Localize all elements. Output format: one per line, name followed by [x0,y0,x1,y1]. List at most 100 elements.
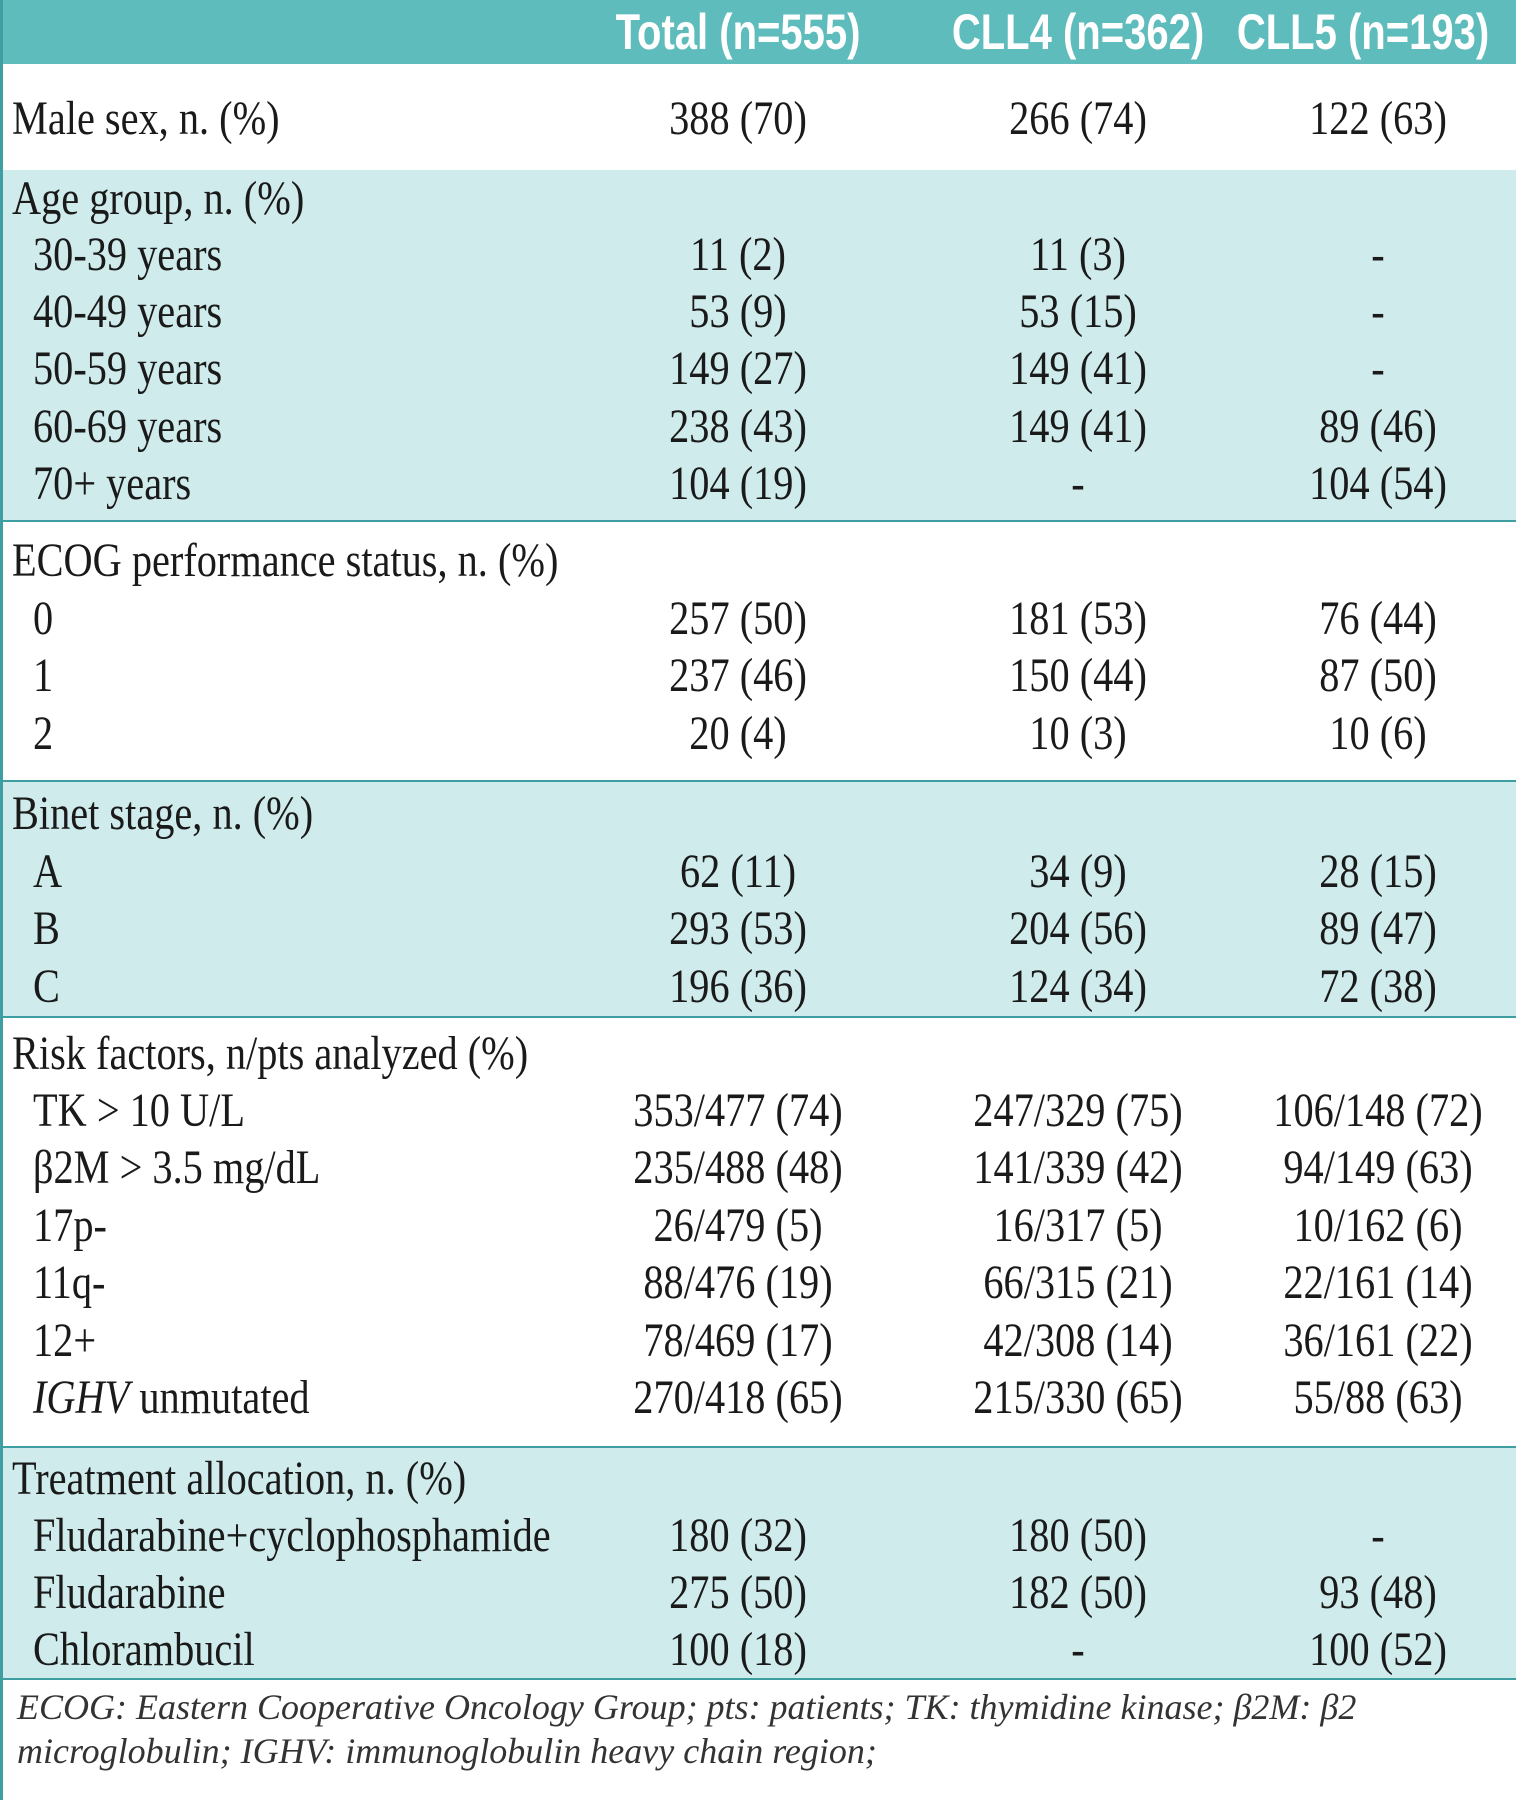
section-male-sex: Male sex, n. (%) 388 (70) 266 (74) 122 (… [3,64,1516,168]
cell-cll5: 89 (46) [1319,400,1437,453]
cell-cll5: 104 (54) [1309,457,1447,510]
cell-cll4: 150 (44) [1009,649,1147,702]
section-title: Age group, n. (%) [12,172,305,225]
cell-total: 257 (50) [669,592,807,645]
cell-cll4: 204 (56) [1009,902,1147,955]
table-row: 30-39 years 11 (2) 11 (3) - [3,226,1516,284]
table-row: 70+ years 104 (19) - 104 (54) [3,455,1516,513]
cell-cll4: 149 (41) [1009,400,1147,453]
cell-cll4: 266 (74) [1009,92,1147,145]
table-bottom-rule [3,1678,1516,1680]
row-label-ighv: IGHV unmutated [33,1369,310,1427]
cell-total: 104 (19) [669,457,807,510]
cell-cll5: 94/149 (63) [1283,1141,1473,1194]
row-label: TK > 10 U/L [33,1084,245,1137]
row-label: β2M > 3.5 mg/dL [33,1141,321,1194]
section-binet: Binet stage, n. (%) A 62 (11) 34 (9) 28 … [3,780,1516,1016]
table-row: β2M > 3.5 mg/dL 235/488 (48) 141/339 (42… [3,1139,1516,1197]
row-label: C [33,960,60,1013]
cell-cll5: 93 (48) [1319,1566,1437,1619]
cell-cll5: - [1371,285,1385,338]
section-age-group: Age group, n. (%) 30-39 years 11 (2) 11 … [3,170,1516,520]
row-label: Fludarabine [33,1566,226,1619]
cell-cll4: 247/329 (75) [973,1084,1183,1137]
footnote-line-1: ECOG: Eastern Cooperative Oncology Group… [17,1687,1357,1727]
cell-cll4: - [1071,1623,1085,1676]
cell-total: 270/418 (65) [633,1371,843,1424]
row-label: 11q- [33,1256,106,1309]
cell-cll5: 87 (50) [1319,649,1437,702]
cell-cll5: 72 (38) [1319,960,1437,1013]
section-treatment: Treatment allocation, n. (%) Fludarabine… [3,1446,1516,1678]
row-label: 60-69 years [33,400,223,453]
cell-cll4: 181 (53) [1009,592,1147,645]
cell-total: 237 (46) [669,649,807,702]
cell-cll4: 42/308 (14) [983,1314,1173,1367]
header-total: Total (n=555) [615,4,861,60]
section-title-row: Treatment allocation, n. (%) [3,1450,1516,1508]
cell-cll5: 76 (44) [1319,592,1437,645]
cell-total: 62 (11) [679,845,797,898]
cell-total: 78/469 (17) [643,1314,833,1367]
table-row: Fludarabine+cyclophosphamide 180 (32) 18… [3,1507,1516,1565]
cell-cll5: 36/161 (22) [1283,1314,1473,1367]
cell-cll5: 10/162 (6) [1293,1199,1463,1252]
cell-total: 275 (50) [669,1566,807,1619]
cell-cll5: 100 (52) [1309,1623,1447,1676]
table-row: Male sex, n. (%) 388 (70) 266 (74) 122 (… [3,90,1516,148]
cell-total: 353/477 (74) [633,1084,843,1137]
cell-cll5: 10 (6) [1329,707,1427,760]
section-title-row: Risk factors, n/pts analyzed (%) [3,1025,1516,1083]
row-label: 2 [33,707,54,760]
section-title: Risk factors, n/pts analyzed (%) [12,1027,529,1080]
cell-cll4: 149 (41) [1009,342,1147,395]
table-header: Total (n=555) CLL4 (n=362) CLL5 (n=193) [3,0,1516,64]
gene-name: IGHV [33,1371,130,1424]
cell-cll5: 55/88 (63) [1293,1371,1463,1424]
cell-total: 53 (9) [689,285,787,338]
section-title-row: ECOG performance status, n. (%) [3,532,1516,590]
cell-cll4: 11 (3) [1030,228,1126,281]
footnote-line-2: microglobulin; IGHV: immunoglobulin heav… [17,1731,877,1771]
cell-cll5: - [1371,228,1385,281]
table-row: Fludarabine 275 (50) 182 (50) 93 (48) [3,1564,1516,1622]
cell-cll5: 89 (47) [1319,902,1437,955]
row-label: 30-39 years [33,228,223,281]
cell-cll4: 215/330 (65) [973,1371,1183,1424]
row-label: A [33,845,63,898]
section-title-row: Age group, n. (%) [3,170,1516,228]
cell-cll4: 141/339 (42) [973,1141,1183,1194]
cell-cll5: 28 (15) [1319,845,1437,898]
row-label: 1 [33,649,54,702]
table-row: 12+ 78/469 (17) 42/308 (14) 36/161 (22) [3,1312,1516,1370]
row-label: 70+ years [33,457,192,510]
cell-cll4: 16/317 (5) [993,1199,1163,1252]
row-label: Male sex, n. (%) [12,92,280,145]
table-row: 40-49 years 53 (9) 53 (15) - [3,283,1516,341]
table-row: B 293 (53) 204 (56) 89 (47) [3,900,1516,958]
row-label: B [33,902,60,955]
cell-total: 20 (4) [689,707,787,760]
section-title-row: Binet stage, n. (%) [3,785,1516,843]
cell-cll4: 53 (15) [1019,285,1137,338]
table-row: 17p- 26/479 (5) 16/317 (5) 10/162 (6) [3,1197,1516,1255]
table-row: IGHV unmutated 270/418 (65) 215/330 (65)… [3,1369,1516,1427]
section-title: Treatment allocation, n. (%) [12,1452,467,1505]
section-title: Binet stage, n. (%) [12,787,314,840]
cell-cll5: 106/148 (72) [1273,1084,1483,1137]
header-cll5: CLL5 (n=193) [1236,4,1490,60]
table-row: 11q- 88/476 (19) 66/315 (21) 22/161 (14) [3,1254,1516,1312]
cell-cll4: - [1071,457,1085,510]
cell-cll4: 180 (50) [1009,1509,1147,1562]
cell-cll5: 122 (63) [1309,92,1447,145]
cell-cll5: 22/161 (14) [1283,1256,1473,1309]
cell-total: 149 (27) [669,342,807,395]
cell-total: 293 (53) [669,902,807,955]
table-row: 60-69 years 238 (43) 149 (41) 89 (46) [3,398,1516,456]
section-risk-factors: Risk factors, n/pts analyzed (%) TK > 10… [3,1016,1516,1446]
cell-total: 100 (18) [669,1623,807,1676]
cell-total: 180 (32) [669,1509,807,1562]
row-label: 50-59 years [33,342,223,395]
row-label: 17p- [33,1199,107,1252]
